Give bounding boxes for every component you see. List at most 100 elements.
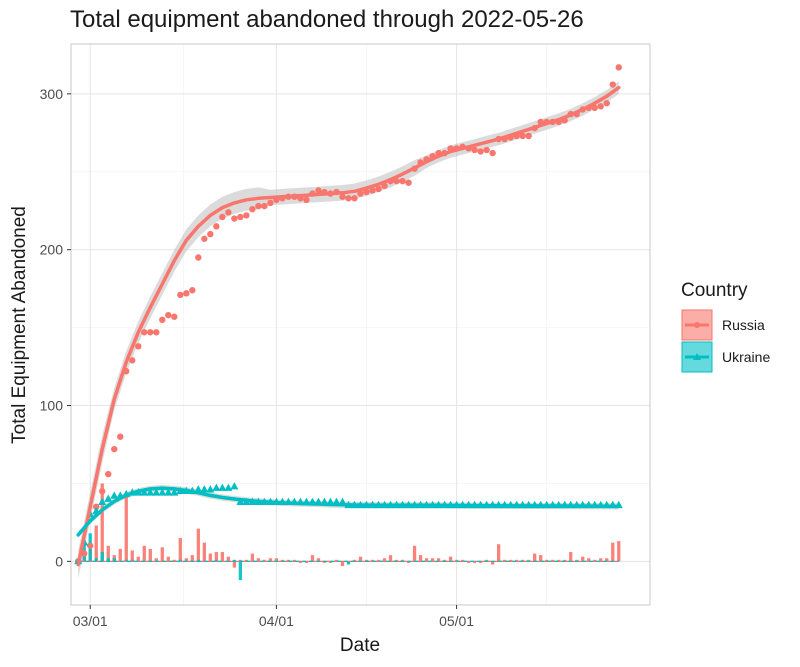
point-russia — [201, 235, 208, 242]
daily-bar-russia — [563, 559, 567, 562]
daily-bar-russia — [232, 561, 237, 568]
point-russia — [405, 179, 412, 186]
y-tick-label: 300 — [40, 86, 64, 102]
legend-label-ukraine: Ukraine — [722, 349, 770, 365]
daily-bar-russia — [136, 556, 140, 562]
daily-bar-russia — [358, 556, 363, 562]
daily-bar-russia — [509, 559, 513, 562]
daily-bar-russia — [142, 545, 146, 562]
point-russia — [135, 343, 142, 350]
daily-bar-russia — [364, 559, 369, 562]
confidence-band-russia — [78, 81, 619, 579]
point-ukraine — [152, 488, 161, 496]
daily-bar-russia — [100, 483, 104, 562]
daily-bar-russia — [328, 561, 333, 563]
point-russia — [261, 202, 268, 210]
daily-bar-russia — [250, 553, 255, 562]
daily-bar-ukraine — [94, 558, 98, 562]
point-russia — [99, 488, 106, 495]
daily-bar-ukraine — [232, 559, 237, 562]
point-russia — [141, 329, 148, 336]
daily-bar-russia — [214, 552, 219, 562]
point-russia — [357, 190, 364, 197]
point-ukraine — [146, 488, 155, 496]
daily-bar-russia — [376, 559, 381, 562]
daily-bar-russia — [466, 561, 471, 563]
daily-bar-ukraine — [100, 552, 104, 562]
legend: Country Russia Ukraine — [681, 280, 770, 373]
daily-bar-russia — [454, 559, 459, 562]
point-russia — [369, 187, 376, 194]
point-russia — [591, 104, 598, 112]
point-russia — [231, 215, 238, 222]
daily-bar-russia — [436, 558, 441, 562]
point-ukraine — [98, 497, 107, 505]
daily-bar-russia — [190, 555, 194, 562]
daily-bar-ukraine — [124, 559, 128, 562]
daily-bar-russia — [280, 559, 285, 562]
daily-bar-ukraine — [112, 558, 116, 562]
daily-bar-russia — [352, 559, 357, 562]
daily-bar-russia — [160, 547, 164, 562]
x-tick-label: 04/01 — [259, 613, 294, 629]
daily-bar-russia — [490, 561, 495, 565]
point-russia — [165, 311, 172, 319]
daily-bar-ukraine — [130, 559, 134, 562]
point-russia — [117, 433, 124, 440]
daily-bar-russia — [515, 559, 519, 562]
daily-bar-russia — [599, 558, 603, 562]
point-russia — [603, 100, 610, 107]
point-ukraine — [110, 491, 119, 499]
point-russia — [93, 503, 100, 511]
daily-bar-russia — [166, 556, 170, 562]
point-russia — [351, 195, 358, 202]
daily-bar-russia — [400, 559, 405, 562]
daily-bar-russia — [502, 559, 507, 562]
point-ukraine — [230, 482, 239, 490]
daily-bar-russia — [484, 559, 489, 562]
point-russia — [237, 213, 244, 221]
plot-panel — [70, 43, 651, 606]
daily-bar-russia — [569, 552, 573, 562]
point-russia — [195, 254, 202, 261]
daily-bar-russia — [617, 541, 621, 562]
point-russia — [519, 132, 526, 140]
daily-bar-russia — [238, 559, 243, 562]
daily-bar-ukraine — [178, 559, 182, 562]
point-russia — [159, 316, 166, 324]
daily-bar-russia — [557, 559, 561, 562]
daily-bar-russia — [442, 559, 447, 562]
point-ukraine — [164, 488, 173, 496]
chart-title: Total equipment abandoned through 2022-0… — [70, 6, 584, 33]
x-tick-label: 03/01 — [73, 613, 108, 629]
daily-bar-russia — [124, 494, 128, 562]
daily-bar-russia — [478, 561, 483, 563]
daily-bar-russia — [533, 553, 537, 562]
daily-bar-ukraine — [346, 561, 351, 565]
daily-bar-russia — [394, 559, 399, 562]
legend-marker-russia — [694, 322, 700, 328]
point-russia — [267, 199, 274, 207]
point-ukraine — [104, 494, 113, 502]
daily-bar-russia — [106, 545, 110, 562]
y-tick-label: 200 — [40, 242, 64, 258]
point-russia — [393, 177, 400, 185]
point-russia — [81, 550, 88, 557]
daily-bar-russia — [587, 558, 591, 562]
smooth-line-russia — [76, 85, 621, 567]
daily-bar-russia — [539, 555, 543, 562]
daily-bar-russia — [605, 558, 609, 562]
point-ukraine — [218, 483, 227, 491]
daily-bar-russia — [334, 559, 339, 562]
daily-bar-russia — [286, 559, 291, 562]
daily-bar-russia — [527, 559, 531, 562]
daily-bar-russia — [208, 553, 212, 562]
daily-bar-russia — [611, 542, 615, 562]
point-russia — [345, 195, 352, 202]
point-russia — [111, 445, 118, 453]
point-russia — [255, 202, 262, 210]
point-ukraine — [140, 488, 149, 496]
daily-bar-russia — [256, 558, 261, 562]
point-russia — [225, 209, 232, 216]
point-ukraine — [158, 488, 167, 496]
